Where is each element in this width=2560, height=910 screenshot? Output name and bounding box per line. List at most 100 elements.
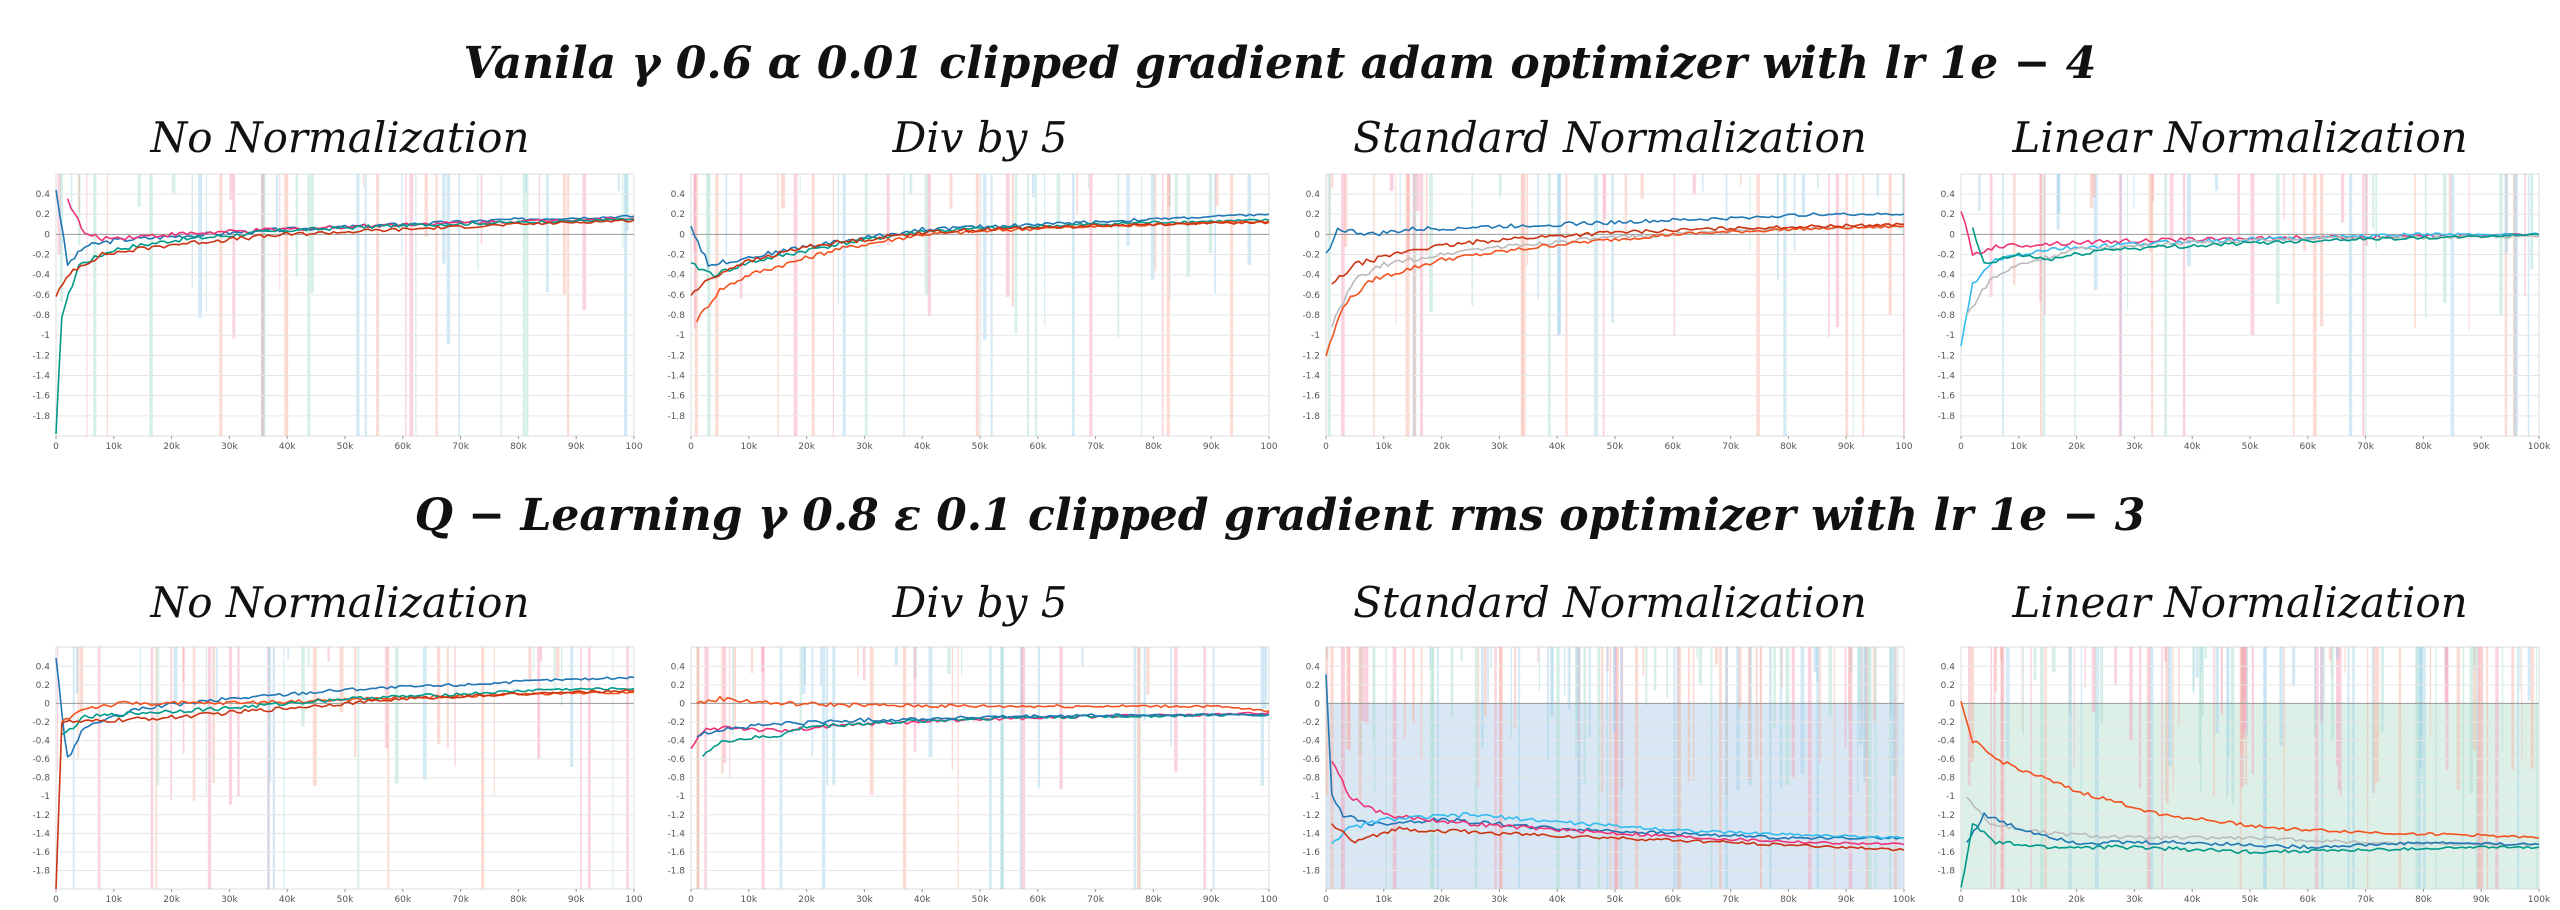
series-line-blue: [690, 213, 1270, 267]
series-line-cyan: [1331, 812, 1905, 845]
x-tick-label: 0: [53, 442, 59, 452]
x-tick-label: 100: [625, 442, 642, 452]
y-tick-label: -1: [676, 331, 685, 341]
series-line-teal: [1971, 227, 2540, 265]
x-tick-label: 20k: [1433, 895, 1450, 905]
y-tick-label: -1.6: [1302, 848, 1320, 858]
x-tick-label: 100: [625, 895, 642, 905]
y-tick-label: 0.4: [1941, 190, 1956, 200]
x-tick-label: 80k: [2415, 895, 2432, 905]
y-tick-label: -1.8: [32, 866, 50, 876]
y-tick-label: -0.8: [1937, 774, 1955, 784]
y-tick-label: -1: [1311, 792, 1320, 802]
x-tick-label: 50k: [337, 895, 354, 905]
y-tick-label: -1.2: [32, 811, 50, 821]
x-tick-label: 100: [1895, 442, 1912, 452]
x-tick-label: 60k: [1664, 895, 1681, 905]
x-tick-label: 90k: [2473, 442, 2490, 452]
y-tick-label: -0.4: [667, 271, 685, 281]
x-tick-label: 70k: [1722, 895, 1739, 905]
x-tick-label: 40k: [914, 895, 931, 905]
x-tick-label: 0: [1323, 442, 1329, 452]
x-tick-label: 50k: [1607, 442, 1624, 452]
y-tick-label: -0.2: [1302, 718, 1320, 728]
plot-area: [690, 646, 1270, 890]
series-line-teal: [702, 713, 1270, 757]
y-tick-label: -1.6: [1937, 848, 1955, 858]
x-tick-label: 70k: [1722, 442, 1739, 452]
panel-title-top-2: Div by 5: [892, 113, 1068, 162]
y-tick-label: -0.4: [1302, 737, 1320, 747]
x-tick-label: 20k: [2068, 442, 2085, 452]
y-tick-label: -1.8: [32, 412, 50, 422]
x-tick-label: 100k: [2528, 442, 2551, 452]
x-tick-label: 10k: [2010, 895, 2027, 905]
x-tick-label: 10k: [740, 895, 757, 905]
series-line-red: [1331, 222, 1905, 285]
y-tick-label: -1.6: [32, 848, 50, 858]
y-tick-label: -1.2: [1302, 811, 1320, 821]
x-tick-label: 0: [1958, 895, 1964, 905]
y-tick-label: 0.2: [1941, 681, 1955, 691]
x-tick-label: 70k: [2357, 442, 2374, 452]
y-tick-label: -0.4: [667, 737, 685, 747]
plot-area: [1325, 173, 1905, 437]
y-tick-label: -1.8: [1937, 412, 1955, 422]
y-tick-label: -1.2: [667, 811, 685, 821]
chart-bottom-div-by-5: 0.4 0.2 0 -0.2 -0.4 -0.6 -0.8 -1 -1.2 -1.4 -1.6 -1.…: [667, 646, 1278, 905]
x-tick-label: 70k: [2357, 895, 2374, 905]
y-tick-label: -1.8: [1937, 866, 1955, 876]
x-tick-label: 40k: [2184, 895, 2201, 905]
series-line-red: [55, 218, 635, 297]
series-line-magenta: [1331, 760, 1905, 846]
y-tick-label: -1.6: [1302, 392, 1320, 402]
y-tick-label: -0.6: [32, 755, 50, 765]
x-tick-label: 20k: [798, 442, 815, 452]
y-tick-label: -1: [1311, 331, 1320, 341]
y-tick-label: 0.4: [1306, 662, 1321, 672]
series-line-blue: [1325, 212, 1905, 254]
x-tick-label: 0: [1323, 895, 1329, 905]
x-tick-label: 100: [1260, 442, 1277, 452]
series-line-orange: [1325, 225, 1905, 357]
y-tick-label: -1: [41, 331, 50, 341]
y-tick-label: -0.8: [667, 774, 685, 784]
y-tick-label: -0.4: [32, 737, 50, 747]
series-line-blue: [55, 657, 635, 758]
y-tick-label: 0: [44, 699, 50, 709]
x-tick-label: 40k: [1549, 895, 1566, 905]
x-tick-label: 60k: [2299, 895, 2316, 905]
y-tick-label: -0.8: [32, 311, 50, 321]
y-tick-label: -1.4: [32, 829, 50, 839]
x-tick-label: 10k: [1375, 442, 1392, 452]
plot-area: [55, 646, 635, 890]
series-line-blue: [1966, 812, 2540, 850]
y-tick-label: -1: [676, 792, 685, 802]
x-tick-label: 60k: [394, 895, 411, 905]
x-tick-label: 40k: [2184, 442, 2201, 452]
y-tick-label: -1.4: [32, 372, 50, 382]
x-tick-label: 60k: [1029, 895, 1046, 905]
y-tick-label: -1.2: [1937, 811, 1955, 821]
x-tick-label: 50k: [972, 442, 989, 452]
y-tick-label: -1.6: [667, 392, 685, 402]
x-tick-label: 10k: [105, 442, 122, 452]
y-tick-label: 0.4: [671, 662, 686, 672]
x-tick-label: 10k: [105, 895, 122, 905]
chart-bottom-standard-normalization: 0.4 0.2 0 -0.2 -0.4 -0.6 -0.8 -1 -1.2 -1.4 -1.6 -1.…: [1302, 646, 1916, 905]
y-tick-label: -0.2: [667, 718, 685, 728]
panel-title-bottom-3: Standard Normalization: [1353, 578, 1867, 627]
series-line-red: [690, 220, 1270, 296]
y-tick-label: -0.2: [1937, 718, 1955, 728]
x-tick-label: 30k: [2126, 895, 2143, 905]
y-tick-label: 0.4: [36, 190, 51, 200]
plot-area: [55, 173, 635, 437]
y-tick-label: -0.2: [1937, 251, 1955, 261]
section-title-q-learning: Q − Learning γ 0.8 ε 0.1 clipped gradien…: [414, 490, 2146, 541]
y-tick-label: -1.2: [1302, 351, 1320, 361]
x-tick-label: 90k: [1838, 442, 1855, 452]
x-tick-label: 100k: [1893, 895, 1916, 905]
x-tick-label: 70k: [452, 442, 469, 452]
y-tick-label: -1.8: [667, 412, 685, 422]
chart-top-no-normalization: 0.4 0.2 0 -0.2 -0.4 -0.6 -0.8 -1 -1.2 -1.4 -1.6 -1.…: [32, 173, 643, 452]
